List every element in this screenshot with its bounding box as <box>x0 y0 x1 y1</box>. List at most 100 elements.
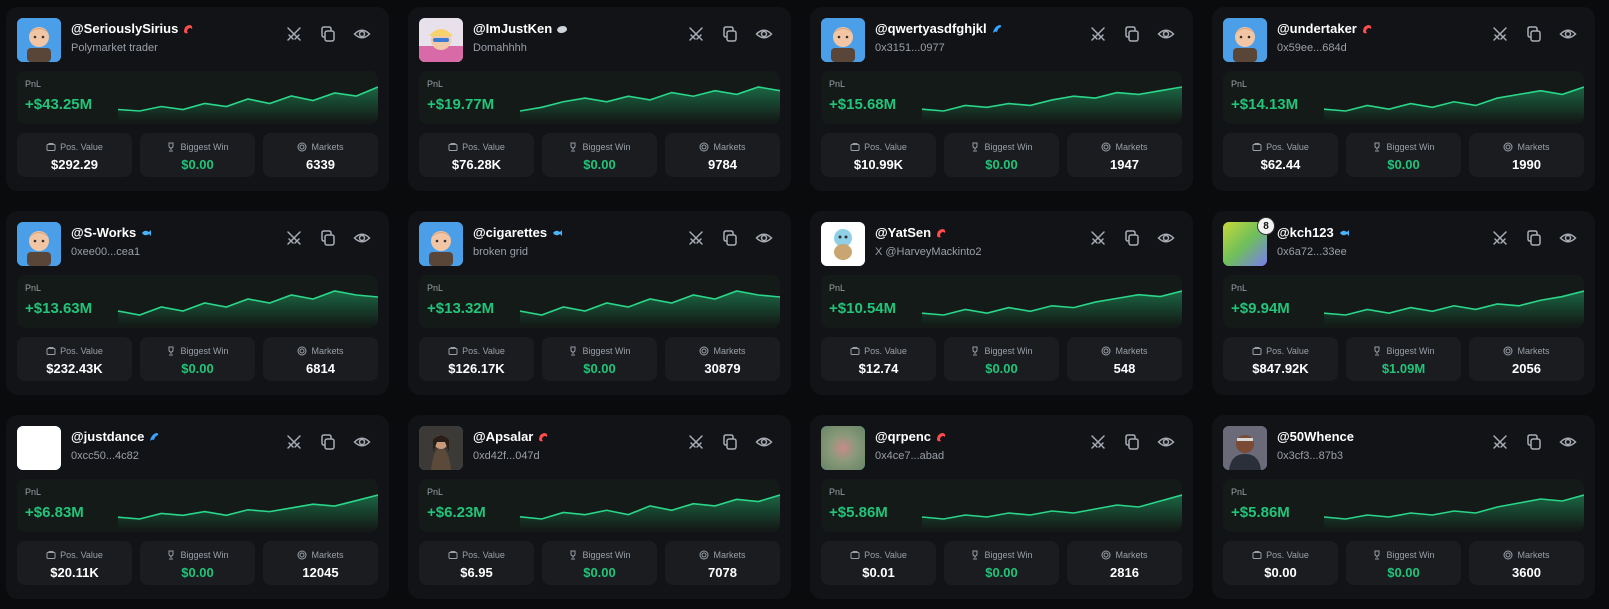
username[interactable]: @ImJustKen <box>473 21 553 36</box>
username[interactable]: @YatSen <box>875 225 932 240</box>
trader-card[interactable]: @undertaker 0x59ee...684d PnL +$14.13M P… <box>1212 7 1595 191</box>
username-row[interactable]: @50Whence <box>1277 429 1354 444</box>
username[interactable]: @qrpenc <box>875 429 932 444</box>
copy-icon[interactable] <box>720 432 740 452</box>
swords-icon[interactable] <box>686 228 706 248</box>
avatar[interactable] <box>821 426 865 470</box>
copy-icon[interactable] <box>1122 432 1142 452</box>
markets-value: 9784 <box>708 157 737 172</box>
stat-biggest-win: Biggest Win $0.00 <box>944 133 1059 177</box>
username[interactable]: @SeriouslySirius <box>71 21 179 36</box>
pnl-panel: PnL +$5.86M <box>821 479 1182 532</box>
username[interactable]: @50Whence <box>1277 429 1354 444</box>
username-row[interactable]: @Apsalar <box>473 429 549 444</box>
username[interactable]: @Apsalar <box>473 429 534 444</box>
copy-icon[interactable] <box>720 24 740 44</box>
copy-icon[interactable] <box>1524 228 1544 248</box>
eye-icon[interactable] <box>352 24 372 44</box>
trader-card[interactable]: @S-Works 0xee00...cea1 PnL +$13.63M Pos.… <box>6 211 389 395</box>
copy-icon[interactable] <box>1122 24 1142 44</box>
swords-icon[interactable] <box>1088 228 1108 248</box>
copy-icon[interactable] <box>318 24 338 44</box>
username[interactable]: @cigarettes <box>473 225 548 240</box>
username-row[interactable]: @qwertyasdfghjkl <box>875 21 1003 36</box>
avatar[interactable] <box>821 18 865 62</box>
copy-icon[interactable] <box>1122 228 1142 248</box>
pos-value-label: Pos. Value <box>1266 142 1309 152</box>
username[interactable]: @qwertyasdfghjkl <box>875 21 987 36</box>
stat-pos-value: Pos. Value $20.11K <box>17 541 132 585</box>
copy-icon[interactable] <box>720 228 740 248</box>
swords-icon[interactable] <box>1088 24 1108 44</box>
swords-icon[interactable] <box>284 228 304 248</box>
username[interactable]: @S-Works <box>71 225 137 240</box>
card-header: @qwertyasdfghjkl 0x3151...0977 <box>821 18 1182 67</box>
trader-card[interactable]: @qrpenc 0x4ce7...abad PnL +$5.86M Pos. V… <box>810 415 1193 599</box>
avatar[interactable] <box>17 222 61 266</box>
avatar[interactable] <box>419 426 463 470</box>
copy-icon[interactable] <box>318 228 338 248</box>
username-row[interactable]: @S-Works <box>71 225 152 240</box>
eye-icon[interactable] <box>754 228 774 248</box>
swords-icon[interactable] <box>1490 228 1510 248</box>
avatar[interactable] <box>821 222 865 266</box>
avatar[interactable] <box>17 426 61 470</box>
username-row[interactable]: @YatSen <box>875 225 947 240</box>
trader-subtitle: 0x4ce7...abad <box>875 450 945 462</box>
trader-card[interactable]: @SeriouslySirius Polymarket trader PnL +… <box>6 7 389 191</box>
swords-icon[interactable] <box>686 24 706 44</box>
pnl-label: PnL <box>427 487 444 497</box>
fish-tag-icon <box>551 227 563 239</box>
username-row[interactable]: @ImJustKen <box>473 21 568 36</box>
avatar[interactable] <box>419 222 463 266</box>
trader-card[interactable]: @YatSen X @HarveyMackinto2 PnL +$10.54M … <box>810 211 1193 395</box>
trader-card[interactable]: @ImJustKen Domahhhh PnL +$19.77M Pos. Va… <box>408 7 791 191</box>
swords-icon[interactable] <box>1088 432 1108 452</box>
swords-icon[interactable] <box>686 432 706 452</box>
stats-row: Pos. Value $0.01 Biggest Win $0.00 Marke… <box>821 541 1182 585</box>
eye-icon[interactable] <box>754 24 774 44</box>
username[interactable]: @justdance <box>71 429 145 444</box>
trader-card[interactable]: @Apsalar 0xd42f...047d PnL +$6.23M Pos. … <box>408 415 791 599</box>
username-row[interactable]: @kch123 <box>1277 225 1350 240</box>
eye-icon[interactable] <box>1558 228 1578 248</box>
eye-icon[interactable] <box>1156 24 1176 44</box>
username-row[interactable]: @qrpenc <box>875 429 947 444</box>
swords-icon[interactable] <box>284 24 304 44</box>
username-row[interactable]: @cigarettes <box>473 225 563 240</box>
target-icon <box>1101 142 1111 152</box>
stat-pos-value: Pos. Value $0.01 <box>821 541 936 585</box>
eye-icon[interactable] <box>1156 228 1176 248</box>
avatar[interactable] <box>17 18 61 62</box>
trader-card[interactable]: 8 @kch123 0x6a72...33ee PnL +$9.94M Pos.… <box>1212 211 1595 395</box>
trader-card[interactable]: @justdance 0xcc50...4c82 PnL +$6.83M Pos… <box>6 415 389 599</box>
copy-icon[interactable] <box>318 432 338 452</box>
eye-icon[interactable] <box>1558 24 1578 44</box>
copy-icon[interactable] <box>1524 24 1544 44</box>
trader-card[interactable]: @50Whence 0x3cf3...87b3 PnL +$5.86M Pos.… <box>1212 415 1595 599</box>
avatar[interactable] <box>419 18 463 62</box>
swords-icon[interactable] <box>1490 24 1510 44</box>
username[interactable]: @undertaker <box>1277 21 1357 36</box>
eye-icon[interactable] <box>1156 432 1176 452</box>
username-row[interactable]: @justdance <box>71 429 160 444</box>
eye-icon[interactable] <box>1558 432 1578 452</box>
trader-card[interactable]: @cigarettes broken grid PnL +$13.32M Pos… <box>408 211 791 395</box>
swords-icon[interactable] <box>284 432 304 452</box>
eye-icon[interactable] <box>754 432 774 452</box>
avatar[interactable] <box>1223 222 1267 266</box>
biggest-win-label: Biggest Win <box>582 346 631 356</box>
swords-icon[interactable] <box>1490 432 1510 452</box>
eye-icon[interactable] <box>352 432 372 452</box>
eye-icon[interactable] <box>352 228 372 248</box>
avatar[interactable] <box>1223 426 1267 470</box>
username[interactable]: @kch123 <box>1277 225 1334 240</box>
wallet-icon <box>850 346 860 356</box>
username-row[interactable]: @undertaker <box>1277 21 1373 36</box>
pos-value: $62.44 <box>1260 157 1301 172</box>
pos-value: $76.28K <box>451 157 502 172</box>
avatar[interactable] <box>1223 18 1267 62</box>
trader-card[interactable]: @qwertyasdfghjkl 0x3151...0977 PnL +$15.… <box>810 7 1193 191</box>
username-row[interactable]: @SeriouslySirius <box>71 21 194 36</box>
copy-icon[interactable] <box>1524 432 1544 452</box>
